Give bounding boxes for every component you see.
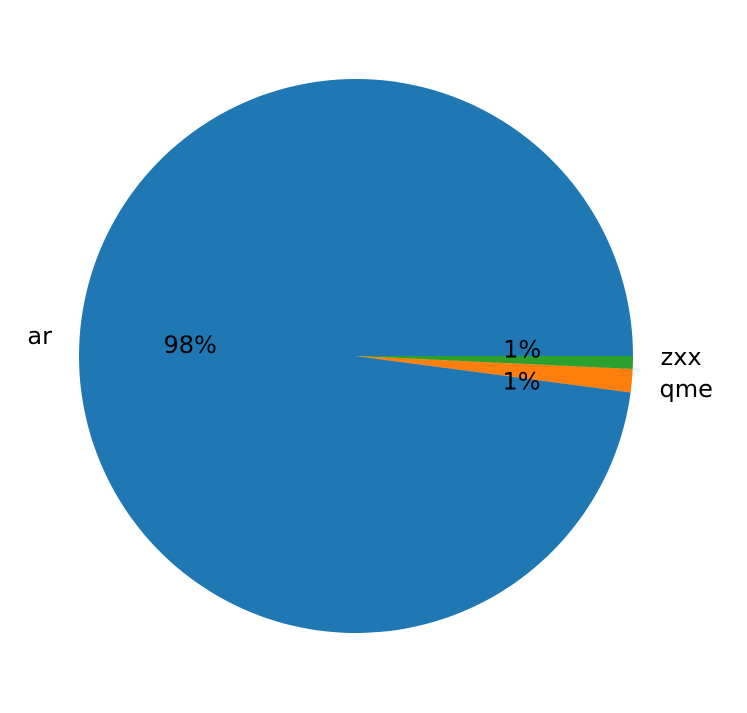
pie-slice-ar (78, 79, 634, 634)
slice-pct-qme: 1% (502, 367, 540, 395)
slice-pct-zxx: 1% (503, 335, 541, 363)
slice-label-qme: qme (659, 375, 712, 403)
pie-slice-qme (356, 356, 633, 393)
slice-label-ar: ar (27, 322, 52, 350)
slice-label-zxx: zxx (661, 343, 702, 371)
pie-slice-zxx (356, 356, 633, 370)
slice-pct-ar: 98% (163, 331, 216, 359)
